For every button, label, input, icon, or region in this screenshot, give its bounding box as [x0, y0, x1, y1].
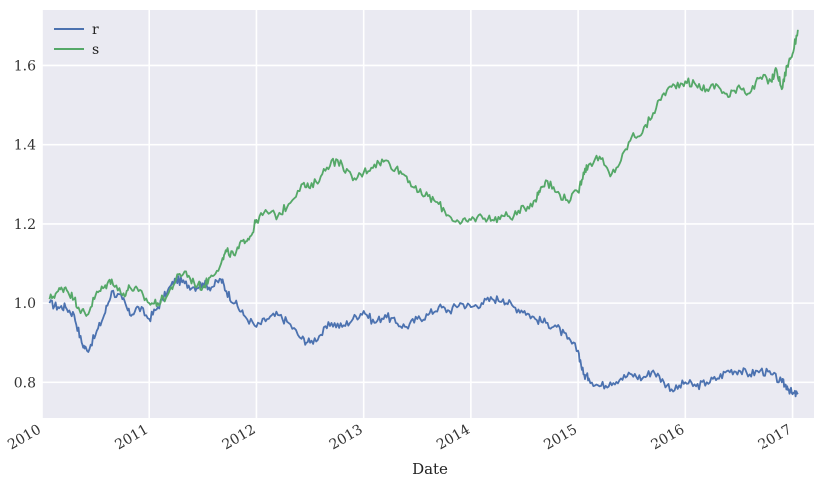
series-line-s [48, 29, 799, 317]
plot-background [42, 10, 814, 418]
x-tick-label: 2014 [434, 422, 473, 454]
x-tick-label: 2013 [327, 422, 366, 454]
series-layer [48, 29, 799, 398]
legend: r s [54, 22, 99, 58]
grid-lines [41, 10, 814, 418]
x-tick-label: 2011 [112, 422, 151, 454]
y-tick-label: 0.8 [14, 375, 36, 391]
y-tick-label: 1.2 [14, 217, 36, 233]
watermark-text: 微信号: ailabx [676, 440, 809, 464]
watermark: 微信号: ailabx [646, 440, 809, 467]
y-axis-ticks: 0.8 1.0 1.2 1.4 1.6 [14, 58, 36, 391]
x-tick-label: 2012 [220, 422, 259, 454]
series-line-r [48, 275, 799, 398]
y-tick-label: 1.6 [14, 58, 36, 74]
y-tick-label: 1.0 [14, 296, 36, 312]
y-tick-label: 1.4 [14, 138, 36, 154]
legend-label-s: s [92, 42, 99, 58]
x-axis-label: Date [412, 460, 448, 478]
x-tick-label: 2010 [5, 422, 44, 454]
legend-label-r: r [92, 22, 99, 38]
x-tick-label: 2015 [541, 422, 580, 454]
chat-bubbles-icon [646, 442, 675, 467]
